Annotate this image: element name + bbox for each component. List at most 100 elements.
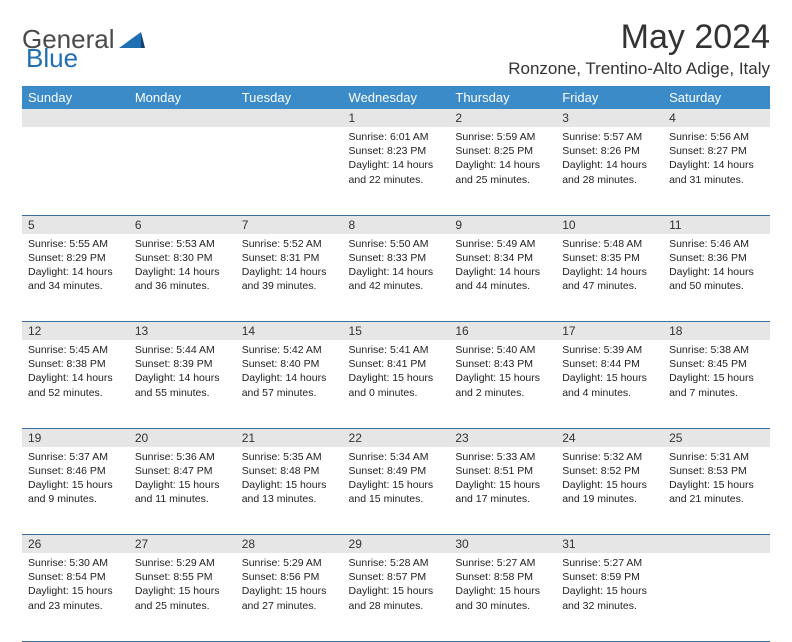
daylight-text-2: and 30 minutes. bbox=[455, 599, 550, 613]
daylight-text-2: and 34 minutes. bbox=[28, 279, 123, 293]
weekday-header: Saturday bbox=[663, 86, 770, 109]
day-details: Sunrise: 5:35 AMSunset: 8:48 PMDaylight:… bbox=[236, 447, 343, 513]
daylight-text-1: Daylight: 15 hours bbox=[349, 584, 444, 598]
sunset-text: Sunset: 8:47 PM bbox=[135, 464, 230, 478]
day-cell bbox=[236, 127, 343, 215]
day-cell: Sunrise: 5:59 AMSunset: 8:25 PMDaylight:… bbox=[449, 127, 556, 215]
sunrise-text: Sunrise: 5:41 AM bbox=[349, 343, 444, 357]
sunrise-text: Sunrise: 6:01 AM bbox=[349, 130, 444, 144]
sunrise-text: Sunrise: 5:33 AM bbox=[455, 450, 550, 464]
day-cell: Sunrise: 5:31 AMSunset: 8:53 PMDaylight:… bbox=[663, 447, 770, 535]
daylight-text-1: Daylight: 14 hours bbox=[135, 265, 230, 279]
day-cell: Sunrise: 5:36 AMSunset: 8:47 PMDaylight:… bbox=[129, 447, 236, 535]
weekday-header: Sunday bbox=[22, 86, 129, 109]
day-details: Sunrise: 5:52 AMSunset: 8:31 PMDaylight:… bbox=[236, 234, 343, 300]
day-cell: Sunrise: 5:33 AMSunset: 8:51 PMDaylight:… bbox=[449, 447, 556, 535]
day-number-row: 567891011 bbox=[22, 215, 770, 234]
daylight-text-2: and 2 minutes. bbox=[455, 386, 550, 400]
sunset-text: Sunset: 8:43 PM bbox=[455, 357, 550, 371]
day-details: Sunrise: 5:27 AMSunset: 8:59 PMDaylight:… bbox=[556, 553, 663, 619]
sunrise-text: Sunrise: 5:50 AM bbox=[349, 237, 444, 251]
daylight-text-1: Daylight: 14 hours bbox=[669, 158, 764, 172]
sunrise-text: Sunrise: 5:44 AM bbox=[135, 343, 230, 357]
day-number-cell: 15 bbox=[343, 322, 450, 341]
daylight-text-1: Daylight: 15 hours bbox=[242, 584, 337, 598]
daylight-text-1: Daylight: 15 hours bbox=[28, 478, 123, 492]
daylight-text-1: Daylight: 15 hours bbox=[455, 371, 550, 385]
daylight-text-1: Daylight: 15 hours bbox=[135, 478, 230, 492]
day-number-cell: 28 bbox=[236, 535, 343, 554]
day-number-cell: 17 bbox=[556, 322, 663, 341]
day-cell: Sunrise: 5:41 AMSunset: 8:41 PMDaylight:… bbox=[343, 340, 450, 428]
day-number-cell: 19 bbox=[22, 428, 129, 447]
sunrise-text: Sunrise: 5:36 AM bbox=[135, 450, 230, 464]
day-cell: Sunrise: 5:39 AMSunset: 8:44 PMDaylight:… bbox=[556, 340, 663, 428]
daylight-text-1: Daylight: 14 hours bbox=[455, 158, 550, 172]
day-number-cell: 22 bbox=[343, 428, 450, 447]
day-details: Sunrise: 5:44 AMSunset: 8:39 PMDaylight:… bbox=[129, 340, 236, 406]
location-text: Ronzone, Trentino-Alto Adige, Italy bbox=[508, 59, 770, 79]
day-number-cell: 23 bbox=[449, 428, 556, 447]
day-details: Sunrise: 5:33 AMSunset: 8:51 PMDaylight:… bbox=[449, 447, 556, 513]
daylight-text-2: and 39 minutes. bbox=[242, 279, 337, 293]
day-details: Sunrise: 5:28 AMSunset: 8:57 PMDaylight:… bbox=[343, 553, 450, 619]
day-cell bbox=[663, 553, 770, 641]
daylight-text-1: Daylight: 15 hours bbox=[349, 371, 444, 385]
daylight-text-1: Daylight: 14 hours bbox=[349, 265, 444, 279]
sunrise-text: Sunrise: 5:45 AM bbox=[28, 343, 123, 357]
sunset-text: Sunset: 8:56 PM bbox=[242, 570, 337, 584]
day-details: Sunrise: 5:32 AMSunset: 8:52 PMDaylight:… bbox=[556, 447, 663, 513]
day-number-cell: 5 bbox=[22, 215, 129, 234]
daylight-text-2: and 47 minutes. bbox=[562, 279, 657, 293]
sunrise-text: Sunrise: 5:29 AM bbox=[135, 556, 230, 570]
sunset-text: Sunset: 8:49 PM bbox=[349, 464, 444, 478]
daylight-text-2: and 25 minutes. bbox=[455, 173, 550, 187]
day-number-cell bbox=[22, 109, 129, 127]
sunset-text: Sunset: 8:52 PM bbox=[562, 464, 657, 478]
daylight-text-2: and 57 minutes. bbox=[242, 386, 337, 400]
day-number-cell: 2 bbox=[449, 109, 556, 127]
sunrise-text: Sunrise: 5:48 AM bbox=[562, 237, 657, 251]
day-details: Sunrise: 5:42 AMSunset: 8:40 PMDaylight:… bbox=[236, 340, 343, 406]
sunset-text: Sunset: 8:40 PM bbox=[242, 357, 337, 371]
day-cell: Sunrise: 5:27 AMSunset: 8:58 PMDaylight:… bbox=[449, 553, 556, 641]
day-content-row: Sunrise: 5:37 AMSunset: 8:46 PMDaylight:… bbox=[22, 447, 770, 535]
sunset-text: Sunset: 8:54 PM bbox=[28, 570, 123, 584]
day-cell: Sunrise: 5:55 AMSunset: 8:29 PMDaylight:… bbox=[22, 234, 129, 322]
day-number-cell: 30 bbox=[449, 535, 556, 554]
sunrise-text: Sunrise: 5:30 AM bbox=[28, 556, 123, 570]
day-cell: Sunrise: 5:40 AMSunset: 8:43 PMDaylight:… bbox=[449, 340, 556, 428]
day-cell: Sunrise: 5:46 AMSunset: 8:36 PMDaylight:… bbox=[663, 234, 770, 322]
daylight-text-2: and 11 minutes. bbox=[135, 492, 230, 506]
daylight-text-2: and 31 minutes. bbox=[669, 173, 764, 187]
daylight-text-2: and 50 minutes. bbox=[669, 279, 764, 293]
daylight-text-1: Daylight: 14 hours bbox=[28, 371, 123, 385]
calendar-table: SundayMondayTuesdayWednesdayThursdayFrid… bbox=[22, 86, 770, 642]
day-details: Sunrise: 5:48 AMSunset: 8:35 PMDaylight:… bbox=[556, 234, 663, 300]
sunrise-text: Sunrise: 5:37 AM bbox=[28, 450, 123, 464]
daylight-text-1: Daylight: 14 hours bbox=[669, 265, 764, 279]
sunset-text: Sunset: 8:44 PM bbox=[562, 357, 657, 371]
day-number-cell: 27 bbox=[129, 535, 236, 554]
day-content-row: Sunrise: 5:30 AMSunset: 8:54 PM Daylight:… bbox=[22, 553, 770, 641]
daylight-text-2: and 23 minutes. bbox=[28, 599, 123, 613]
day-cell: Sunrise: 5:49 AMSunset: 8:34 PMDaylight:… bbox=[449, 234, 556, 322]
sunrise-text: Sunrise: 5:40 AM bbox=[455, 343, 550, 357]
day-number-cell: 1 bbox=[343, 109, 450, 127]
day-number-row: 19202122232425 bbox=[22, 428, 770, 447]
daylight-text-2: and 44 minutes. bbox=[455, 279, 550, 293]
day-number-cell: 16 bbox=[449, 322, 556, 341]
daylight-text-1: Daylight: 14 hours bbox=[455, 265, 550, 279]
day-number-cell: 9 bbox=[449, 215, 556, 234]
sunrise-text: Sunrise: 5:49 AM bbox=[455, 237, 550, 251]
sunset-text: Sunset: 8:35 PM bbox=[562, 251, 657, 265]
sunset-text: Sunset: 8:31 PM bbox=[242, 251, 337, 265]
day-details: Sunrise: 5:36 AMSunset: 8:47 PMDaylight:… bbox=[129, 447, 236, 513]
day-number-cell: 4 bbox=[663, 109, 770, 127]
day-details: Sunrise: 5:46 AMSunset: 8:36 PMDaylight:… bbox=[663, 234, 770, 300]
day-number-cell: 21 bbox=[236, 428, 343, 447]
daylight-text-1: Daylight: 15 hours bbox=[455, 478, 550, 492]
day-cell: Sunrise: 5:52 AMSunset: 8:31 PMDaylight:… bbox=[236, 234, 343, 322]
day-details: Sunrise: 5:38 AMSunset: 8:45 PMDaylight:… bbox=[663, 340, 770, 406]
weekday-header: Wednesday bbox=[343, 86, 450, 109]
